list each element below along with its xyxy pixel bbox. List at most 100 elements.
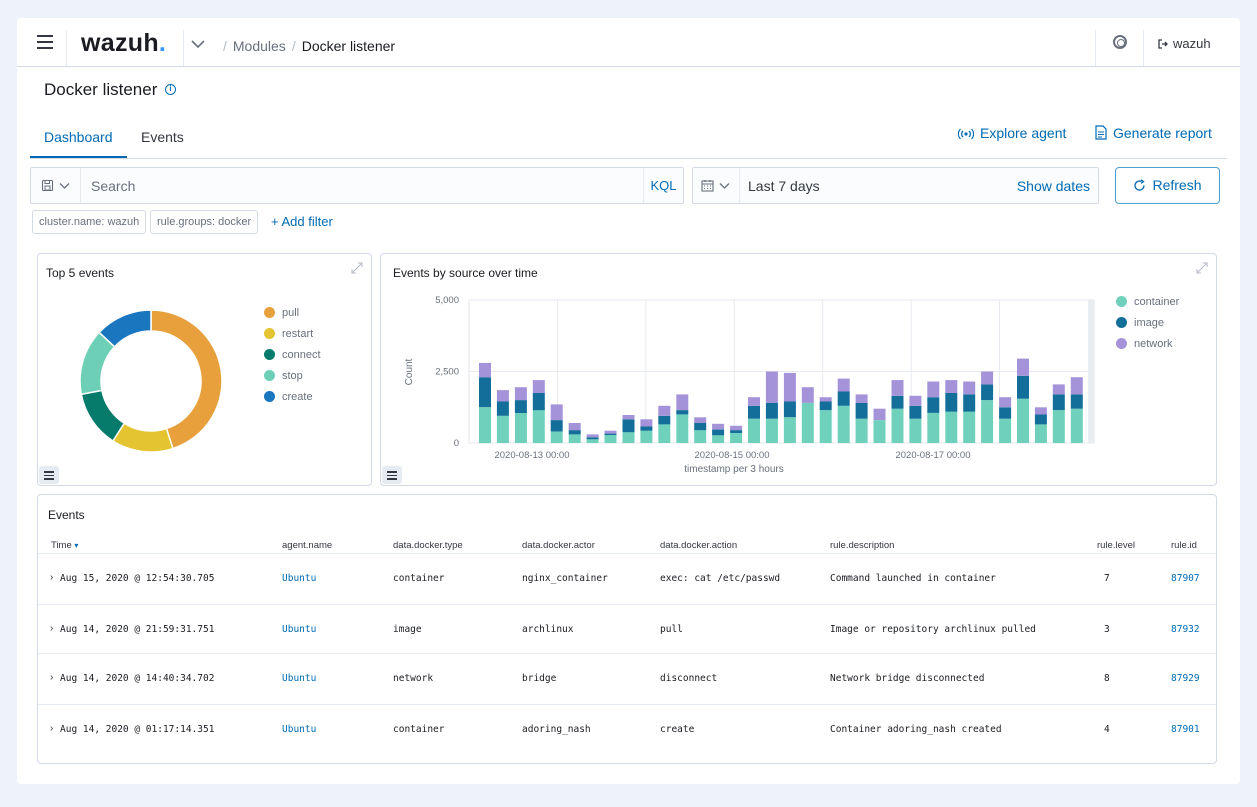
cell-agent[interactable]: Ubuntu — [282, 724, 317, 735]
bar-network[interactable] — [855, 394, 868, 403]
cell-rule-id[interactable]: 87929 — [1171, 673, 1200, 684]
legend-item-connect[interactable]: connect — [264, 349, 321, 370]
bar-container[interactable] — [765, 418, 778, 443]
bar-image[interactable] — [1017, 375, 1029, 399]
bar-network[interactable] — [837, 378, 850, 392]
tab-events[interactable]: Events — [141, 129, 184, 145]
bar-image[interactable] — [963, 394, 976, 412]
bar-container[interactable] — [658, 424, 671, 443]
generate-report-button[interactable]: Generate report — [1095, 125, 1212, 141]
bar-container[interactable] — [855, 418, 868, 443]
bar-container[interactable] — [622, 432, 635, 443]
date-range-label[interactable]: Last 7 days — [748, 178, 820, 194]
bar-container[interactable] — [873, 420, 886, 443]
user-menu[interactable]: wazuh — [1158, 36, 1211, 51]
bar-container[interactable] — [748, 418, 760, 443]
bar-image[interactable] — [712, 429, 725, 436]
legend-item-container[interactable]: container — [1116, 296, 1179, 317]
bar-container[interactable] — [550, 431, 563, 443]
expand-row-icon[interactable]: › — [50, 623, 54, 634]
legend-item-pull[interactable]: pull — [264, 307, 321, 328]
bar-network[interactable] — [694, 417, 707, 423]
bar-image[interactable] — [909, 405, 922, 419]
bar-image[interactable] — [748, 405, 760, 419]
refresh-button[interactable]: Refresh — [1115, 167, 1220, 204]
bar-network[interactable] — [927, 381, 940, 398]
table-row[interactable]: › Aug 14, 2020 @ 14:40:34.702 Ubuntu networ… — [38, 653, 1216, 704]
legend-toggle-icon[interactable] — [382, 466, 402, 484]
bar-container[interactable] — [963, 411, 976, 444]
bar-container[interactable] — [945, 411, 958, 444]
column-header-rule-id[interactable]: rule.id — [1171, 540, 1197, 551]
bar-network[interactable] — [730, 425, 743, 431]
bar-image[interactable] — [496, 401, 509, 416]
bar-container[interactable] — [1070, 408, 1083, 443]
wazuh-logo[interactable]: wazuh. — [81, 29, 167, 57]
expand-row-icon[interactable]: › — [50, 672, 54, 683]
legend-item-image[interactable]: image — [1116, 317, 1179, 338]
bar-container[interactable] — [981, 400, 994, 443]
expand-icon[interactable] — [1196, 262, 1208, 274]
bar-container[interactable] — [909, 418, 922, 443]
bar-network[interactable] — [748, 397, 760, 406]
table-row[interactable]: › Aug 15, 2020 @ 12:54:30.705 Ubuntu contai… — [38, 553, 1216, 604]
bar-image[interactable] — [1034, 414, 1047, 425]
bar-container[interactable] — [837, 405, 850, 443]
bar-network[interactable] — [496, 390, 509, 402]
bar-network[interactable] — [550, 404, 563, 421]
donut-slice-connect[interactable] — [80, 389, 126, 442]
bar-network[interactable] — [479, 362, 491, 378]
bar-network[interactable] — [783, 372, 796, 402]
bar-network[interactable] — [981, 371, 994, 385]
bar-network[interactable] — [909, 395, 922, 406]
bar-image[interactable] — [1070, 394, 1083, 409]
search-input[interactable] — [83, 168, 643, 203]
bar-container[interactable] — [514, 413, 527, 443]
bar-image[interactable] — [676, 410, 689, 415]
legend-item-network[interactable]: network — [1116, 338, 1179, 359]
legend-toggle-icon[interactable] — [39, 466, 59, 484]
bar-container[interactable] — [1017, 398, 1029, 443]
bar-container[interactable] — [586, 439, 599, 443]
bar-image[interactable] — [568, 430, 581, 435]
bar-container[interactable] — [730, 433, 743, 443]
bar-container[interactable] — [801, 403, 814, 443]
bar-image[interactable] — [479, 377, 491, 408]
bar-container[interactable] — [604, 435, 617, 443]
saved-query-menu[interactable] — [31, 168, 81, 203]
menu-icon[interactable] — [37, 35, 53, 49]
explore-agent-button[interactable]: Explore agent — [957, 125, 1066, 141]
bar-network[interactable] — [945, 380, 958, 393]
breadcrumb-modules[interactable]: Modules — [232, 38, 286, 54]
column-header-docker-action[interactable]: data.docker.action — [660, 540, 738, 551]
bar-network[interactable] — [963, 381, 976, 395]
table-row[interactable]: › Aug 14, 2020 @ 21:59:31.751 Ubuntu image a… — [38, 604, 1216, 655]
column-header-rule-description[interactable]: rule.description — [830, 540, 895, 551]
bar-network[interactable] — [640, 419, 653, 427]
legend-item-restart[interactable]: restart — [264, 328, 321, 349]
column-header-docker-type[interactable]: data.docker.type — [393, 540, 463, 551]
bar-container[interactable] — [783, 417, 796, 443]
cell-agent[interactable]: Ubuntu — [282, 624, 317, 635]
add-filter-button[interactable]: + Add filter — [271, 214, 333, 229]
bar-image[interactable] — [622, 419, 635, 433]
bar-network[interactable] — [568, 423, 581, 431]
column-header-docker-actor[interactable]: data.docker.actor — [522, 540, 595, 551]
bar-network[interactable] — [1070, 377, 1083, 395]
bar-image[interactable] — [891, 395, 904, 409]
bar-image[interactable] — [819, 401, 832, 411]
bar-container[interactable] — [999, 418, 1012, 443]
bar-container[interactable] — [676, 414, 689, 443]
help-icon[interactable] — [1113, 35, 1127, 49]
cell-agent[interactable]: Ubuntu — [282, 573, 317, 584]
bar-network[interactable] — [1017, 358, 1029, 376]
bar-image[interactable] — [927, 397, 940, 413]
bar-container[interactable] — [496, 415, 509, 443]
bar-network[interactable] — [532, 380, 545, 393]
bar-network[interactable] — [586, 434, 599, 438]
info-icon[interactable]: i — [165, 84, 176, 95]
kql-toggle[interactable]: KQL — [643, 168, 683, 203]
bar-image[interactable] — [532, 393, 545, 411]
bar-image[interactable] — [694, 423, 707, 431]
bar-image[interactable] — [586, 437, 599, 440]
